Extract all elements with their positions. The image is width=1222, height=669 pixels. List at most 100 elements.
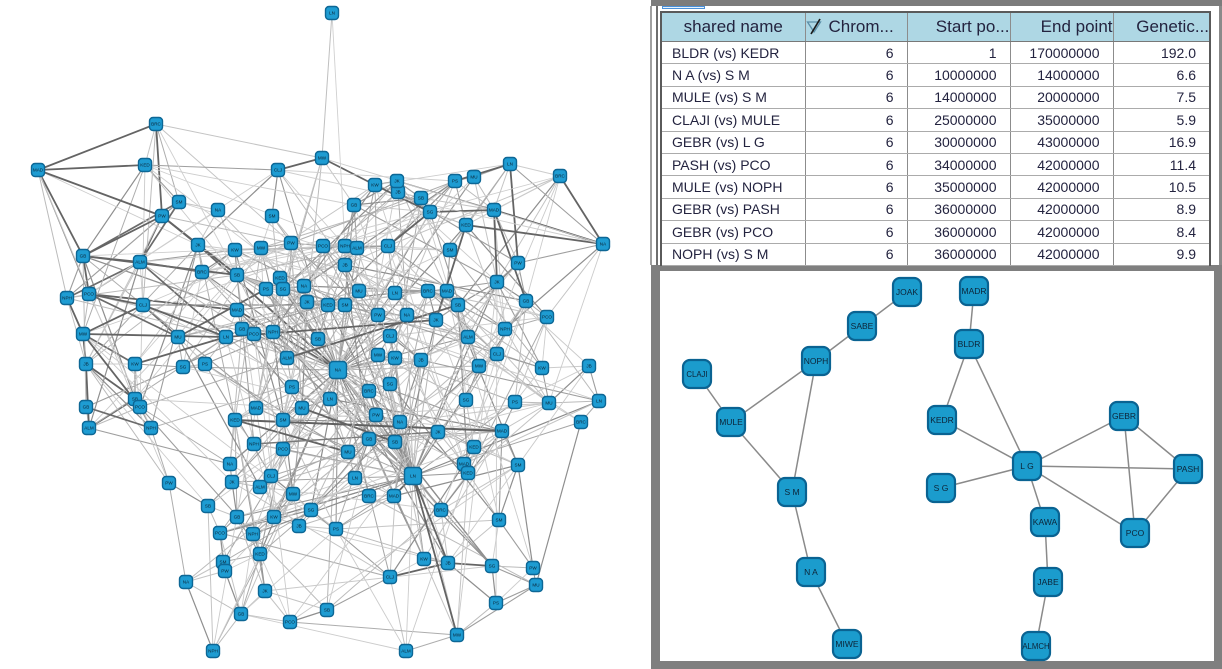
svg-text:MW: MW bbox=[318, 156, 327, 161]
svg-text:JK: JK bbox=[262, 589, 268, 594]
svg-text:KAWA: KAWA bbox=[1033, 517, 1058, 527]
svg-text:NPH: NPH bbox=[248, 532, 258, 537]
svg-text:PW: PW bbox=[165, 481, 173, 486]
svg-text:NPH: NPH bbox=[146, 426, 156, 431]
svg-text:ALM: ALM bbox=[255, 485, 265, 490]
svg-text:GB: GB bbox=[239, 327, 246, 332]
svg-text:MAD: MAD bbox=[232, 308, 243, 313]
svg-text:MW: MW bbox=[79, 332, 88, 337]
svg-text:ALM: ALM bbox=[84, 426, 94, 431]
svg-text:KED: KED bbox=[323, 303, 333, 308]
svg-text:BRC: BRC bbox=[576, 420, 586, 425]
svg-text:SB: SB bbox=[392, 440, 398, 445]
svg-text:MAD: MAD bbox=[459, 462, 470, 467]
svg-text:PW: PW bbox=[514, 261, 522, 266]
svg-text:L G: L G bbox=[1020, 461, 1033, 471]
svg-text:ALM: ALM bbox=[463, 335, 473, 340]
svg-text:GEBR: GEBR bbox=[1112, 411, 1136, 421]
svg-text:JB: JB bbox=[342, 263, 347, 268]
svg-text:MW: MW bbox=[289, 492, 298, 497]
svg-text:LN: LN bbox=[596, 399, 602, 404]
svg-text:KW: KW bbox=[420, 557, 428, 562]
svg-text:SG: SG bbox=[427, 210, 434, 215]
svg-text:GB: GB bbox=[351, 203, 358, 208]
svg-text:PCO: PCO bbox=[1126, 528, 1145, 538]
svg-text:SB: SB bbox=[418, 196, 424, 201]
svg-text:KW: KW bbox=[131, 362, 139, 367]
svg-text:KEDR: KEDR bbox=[930, 415, 954, 425]
svg-text:KED: KED bbox=[140, 163, 150, 168]
svg-text:KW: KW bbox=[231, 248, 239, 253]
svg-text:PW: PW bbox=[529, 566, 537, 571]
svg-text:JK: JK bbox=[494, 280, 500, 285]
svg-text:LN: LN bbox=[392, 291, 398, 296]
svg-text:NOPH: NOPH bbox=[804, 356, 829, 366]
svg-text:JABE: JABE bbox=[1037, 577, 1059, 587]
svg-text:JOAK: JOAK bbox=[896, 287, 919, 297]
svg-text:ALMCH: ALMCH bbox=[1022, 642, 1049, 651]
svg-text:MU: MU bbox=[355, 289, 362, 294]
svg-text:NPH: NPH bbox=[500, 327, 510, 332]
svg-text:BRC: BRC bbox=[555, 174, 565, 179]
svg-text:CLJ: CLJ bbox=[384, 244, 392, 249]
svg-text:MW: MW bbox=[475, 364, 484, 369]
svg-text:JB: JB bbox=[586, 364, 591, 369]
svg-text:PCO: PCO bbox=[249, 332, 259, 337]
svg-text:KW: KW bbox=[371, 183, 379, 188]
svg-text:SABE: SABE bbox=[851, 321, 874, 331]
svg-text:PS: PS bbox=[289, 385, 295, 390]
svg-text:PS: PS bbox=[333, 527, 339, 532]
svg-text:SB: SB bbox=[324, 608, 330, 613]
svg-text:GB: GB bbox=[238, 612, 245, 617]
svg-text:PW: PW bbox=[374, 313, 382, 318]
svg-text:PW: PW bbox=[372, 413, 380, 418]
svg-text:PCO: PCO bbox=[318, 244, 328, 249]
svg-text:JK: JK bbox=[435, 430, 441, 435]
svg-text:JB: JB bbox=[445, 561, 450, 566]
svg-text:SG: SG bbox=[387, 382, 394, 387]
svg-text:LN: LN bbox=[507, 162, 513, 167]
svg-text:SM: SM bbox=[269, 214, 276, 219]
svg-text:NA: NA bbox=[301, 284, 308, 289]
svg-text:SG: SG bbox=[180, 365, 187, 370]
svg-text:PCO: PCO bbox=[215, 531, 225, 536]
svg-text:MAD: MAD bbox=[497, 429, 508, 434]
svg-text:MAD: MAD bbox=[489, 208, 500, 213]
svg-text:MAD: MAD bbox=[251, 406, 262, 411]
svg-text:PCO: PCO bbox=[285, 620, 295, 625]
svg-text:JB: JB bbox=[296, 524, 301, 529]
svg-text:ALM: ALM bbox=[135, 260, 145, 265]
svg-text:LN: LN bbox=[223, 335, 229, 340]
svg-text:JK: JK bbox=[195, 243, 201, 248]
svg-text:GB: GB bbox=[523, 299, 530, 304]
svg-text:CLAJI: CLAJI bbox=[686, 370, 707, 379]
svg-text:LN: LN bbox=[329, 11, 335, 16]
svg-text:JK: JK bbox=[229, 480, 235, 485]
svg-text:PW: PW bbox=[158, 214, 166, 219]
svg-text:MIWE: MIWE bbox=[835, 639, 858, 649]
svg-text:NA: NA bbox=[397, 420, 404, 425]
svg-text:JK: JK bbox=[394, 179, 400, 184]
svg-text:KW: KW bbox=[538, 366, 546, 371]
svg-text:SM: SM bbox=[220, 560, 227, 565]
svg-text:MAD: MAD bbox=[389, 494, 400, 499]
svg-text:JK: JK bbox=[433, 318, 439, 323]
svg-text:SM: SM bbox=[447, 248, 454, 253]
svg-text:KED: KED bbox=[461, 223, 471, 228]
svg-text:ALM: ALM bbox=[352, 246, 362, 251]
svg-text:GB: GB bbox=[366, 437, 373, 442]
svg-text:N A: N A bbox=[804, 567, 818, 577]
svg-text:KED: KED bbox=[275, 276, 285, 281]
svg-text:SG: SG bbox=[489, 564, 496, 569]
svg-text:LN: LN bbox=[410, 474, 416, 479]
svg-text:GB: GB bbox=[234, 515, 241, 520]
svg-text:SM: SM bbox=[342, 303, 349, 308]
svg-text:JB: JB bbox=[395, 190, 400, 195]
svg-text:NA: NA bbox=[227, 462, 234, 467]
svg-text:BRC: BRC bbox=[436, 508, 446, 513]
svg-text:PCO: PCO bbox=[278, 447, 288, 452]
svg-text:KED: KED bbox=[469, 445, 479, 450]
svg-text:ALM: ALM bbox=[401, 649, 411, 654]
svg-text:MW: MW bbox=[374, 353, 383, 358]
svg-text:MU: MU bbox=[174, 335, 181, 340]
